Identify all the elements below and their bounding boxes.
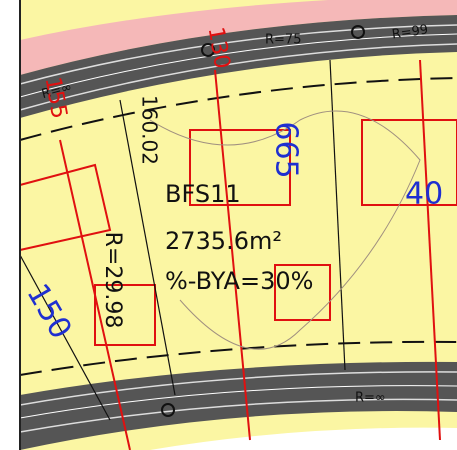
marker (201, 43, 215, 57)
coverage: %-BYA=30% (165, 267, 313, 295)
road-center (19, 385, 457, 419)
road-edge (19, 371, 457, 433)
pink-zone (20, 0, 457, 75)
plot-lines (19, 59, 457, 450)
road-edge (19, 24, 457, 111)
radius-label: R=∞ (355, 391, 386, 406)
road-top (20, 15, 457, 118)
marker (161, 403, 175, 417)
elevation: 40 (405, 177, 443, 212)
outside (150, 427, 457, 450)
marker (351, 25, 365, 39)
plot-boundaries (19, 59, 346, 421)
road-center (19, 33, 457, 98)
elevation: 665 (269, 121, 304, 178)
area-size: 2735.6m² (165, 227, 282, 255)
radius-label: R=75 (265, 33, 301, 48)
radius-label: R=99 (391, 22, 429, 42)
contour (149, 110, 421, 350)
radius-label: R=29.98 (100, 232, 125, 329)
dimension: 160.02 (138, 95, 162, 165)
area-id: BFS11 (165, 180, 241, 208)
road-bottom (20, 361, 457, 450)
